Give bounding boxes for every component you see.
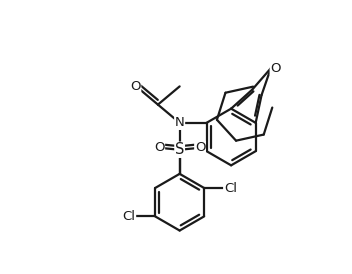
Text: O: O	[154, 141, 164, 154]
Text: O: O	[195, 141, 205, 154]
Text: S: S	[175, 142, 184, 157]
Text: N: N	[175, 116, 184, 129]
Text: O: O	[130, 80, 141, 93]
Text: Cl: Cl	[224, 181, 237, 195]
Text: O: O	[270, 62, 281, 75]
Text: Cl: Cl	[122, 210, 136, 223]
